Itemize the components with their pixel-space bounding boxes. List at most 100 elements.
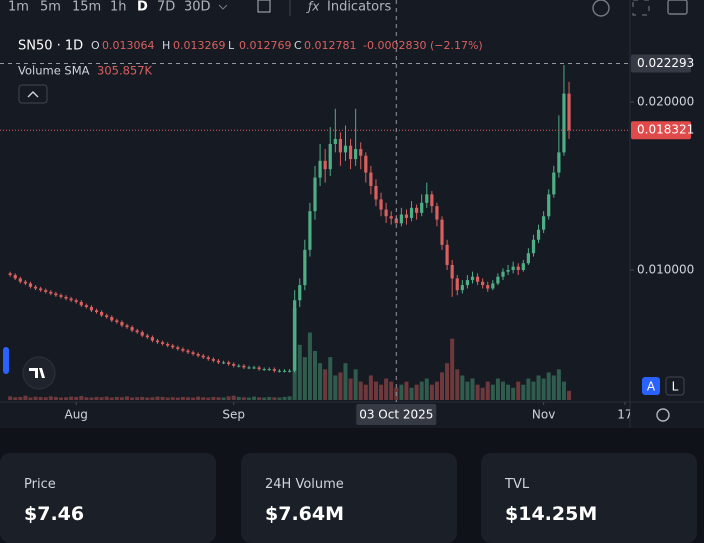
stat-value: $14.25M <box>505 503 598 525</box>
volume-bar <box>79 396 84 400</box>
snapshot-icon[interactable] <box>667 0 688 15</box>
candle-body <box>8 273 12 276</box>
interval-button[interactable]: 5m <box>40 0 61 15</box>
candle-body <box>348 145 353 160</box>
volume-bar <box>561 381 566 400</box>
volume-bar <box>287 396 292 400</box>
volume-bar <box>241 397 246 400</box>
volume-bar <box>353 369 358 400</box>
candle-body <box>49 291 53 294</box>
volume-bar <box>282 396 287 400</box>
volume-bar <box>160 396 165 400</box>
volume-bar <box>231 395 236 400</box>
volume-bar <box>470 378 475 400</box>
candle-body <box>475 276 480 282</box>
x-tick-group: 17 <box>617 402 630 422</box>
ohlc-key: C <box>294 39 302 52</box>
candle-body <box>94 310 99 312</box>
candle-body <box>181 348 185 351</box>
volume-bar <box>69 396 74 400</box>
volume-bar <box>541 378 546 400</box>
volume-bar <box>333 375 338 400</box>
volume-bar <box>257 397 262 400</box>
volume-bar <box>343 363 348 400</box>
y-tick-label: 0.020000 <box>637 94 694 108</box>
candle-body <box>33 286 38 289</box>
collapse-button[interactable] <box>18 84 48 104</box>
volume-bar <box>480 387 485 400</box>
candle-body <box>115 320 119 323</box>
volume-bar <box>511 387 516 400</box>
scale-button-label[interactable]: A <box>647 380 656 394</box>
side-handle[interactable] <box>3 347 9 374</box>
volume-bar <box>328 357 333 400</box>
volume-bar <box>180 396 185 400</box>
settings-top-icon[interactable] <box>592 0 610 17</box>
candle-body <box>277 370 282 372</box>
interval-button[interactable]: D <box>137 0 148 15</box>
candle-body <box>445 244 449 265</box>
chart-type-icon[interactable] <box>257 0 271 13</box>
candle-body <box>313 177 317 212</box>
fx-icon[interactable]: ƒx <box>306 0 320 14</box>
interval-button[interactable]: 15m <box>72 0 101 15</box>
interval-button[interactable]: 7D <box>157 0 175 15</box>
volume-bar <box>236 396 241 400</box>
scale-button-label[interactable]: L <box>672 380 679 394</box>
volume-bar <box>495 378 500 400</box>
volume-bar <box>43 397 48 400</box>
volume-bar <box>419 381 424 400</box>
interval-button[interactable]: 1h <box>110 0 127 15</box>
candle-body <box>262 369 266 371</box>
interval-button[interactable]: 30D <box>184 0 211 15</box>
candle-body <box>242 365 246 368</box>
x-tick-label: Aug <box>64 408 87 422</box>
x-tick-group: Sep <box>222 402 245 422</box>
volume-bar <box>8 396 13 400</box>
candle-body <box>44 290 48 292</box>
volume-bar <box>272 397 277 400</box>
volume-bar <box>546 372 551 400</box>
interval-button[interactable]: 1m <box>8 0 29 15</box>
volume-bar <box>404 381 409 400</box>
volume-bar <box>450 338 455 400</box>
volume-bar <box>74 396 79 400</box>
symbol: SN50 · 1D <box>18 39 83 54</box>
volume-bar <box>399 384 404 400</box>
x-tick-group: Aug <box>64 402 88 422</box>
candle-body <box>130 327 134 331</box>
volume-bar <box>338 372 343 400</box>
candle-body <box>145 335 149 338</box>
stat-card: 24H Volume $7.64M <box>241 453 457 543</box>
candle-body <box>354 149 358 160</box>
candle-body <box>526 253 530 264</box>
candle-body <box>318 160 322 178</box>
indicators-button[interactable]: Indicators <box>327 0 391 15</box>
settings-icon[interactable] <box>656 408 670 422</box>
candle-body <box>287 370 292 372</box>
scale-button[interactable] <box>665 376 685 396</box>
volume-bar <box>429 384 434 400</box>
volume-bar <box>267 396 272 400</box>
volume-bar <box>206 397 211 400</box>
candle-body <box>455 278 459 291</box>
candle-body <box>267 369 271 371</box>
volume-bar <box>104 396 109 400</box>
candle-body <box>221 362 226 364</box>
candle-body <box>308 211 312 250</box>
volume-bar <box>348 378 353 400</box>
volume-bar <box>531 381 536 400</box>
candle-body <box>496 276 500 284</box>
candle-body <box>186 350 190 353</box>
volume-bar <box>175 397 180 400</box>
candle-body <box>282 370 287 372</box>
stat-value: $7.64M <box>265 503 345 525</box>
scale-button[interactable] <box>642 377 660 395</box>
candle-body <box>150 337 155 341</box>
volume-bar <box>252 396 257 400</box>
fullscreen-icon[interactable] <box>632 0 650 16</box>
volume-bar <box>84 397 89 400</box>
interval-caret[interactable] <box>218 4 228 10</box>
